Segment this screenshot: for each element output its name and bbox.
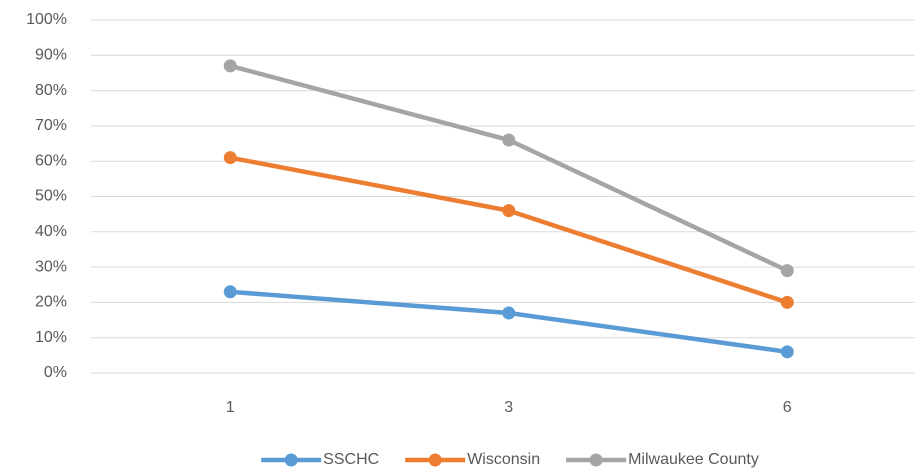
y-tick-label: 50% [35,188,67,205]
y-tick-label: 70% [35,117,67,134]
data-point [780,345,794,359]
legend-label: Wisconsin [467,451,540,468]
legend-swatch-dot [428,453,442,467]
y-tick-label: 30% [35,258,67,275]
legend-label: SSCHC [323,451,379,468]
legend-swatch-dot [589,453,603,467]
series-line [228,289,790,355]
data-point [223,285,237,299]
legend-label: Milwaukee County [628,451,759,468]
y-tick-label: 40% [35,223,67,240]
data-point [502,133,516,147]
legend-swatch-dot [284,453,298,467]
y-tick-label: 100% [26,11,67,28]
y-tick-label: 80% [35,82,67,99]
y-tick-label: 20% [35,294,67,311]
y-tick-label: 10% [35,329,67,346]
data-point [780,264,794,278]
x-tick-label: 1 [226,399,235,416]
data-point [223,151,237,165]
x-tick-label: 3 [504,399,513,416]
y-tick-label: 90% [35,47,67,64]
series-line [228,63,790,273]
y-tick-label: 0% [44,364,67,381]
data-point [502,306,516,320]
data-point [502,204,516,218]
y-tick-label: 60% [35,152,67,169]
data-point [780,295,794,309]
x-tick-label: 6 [783,399,792,416]
data-point [223,59,237,73]
